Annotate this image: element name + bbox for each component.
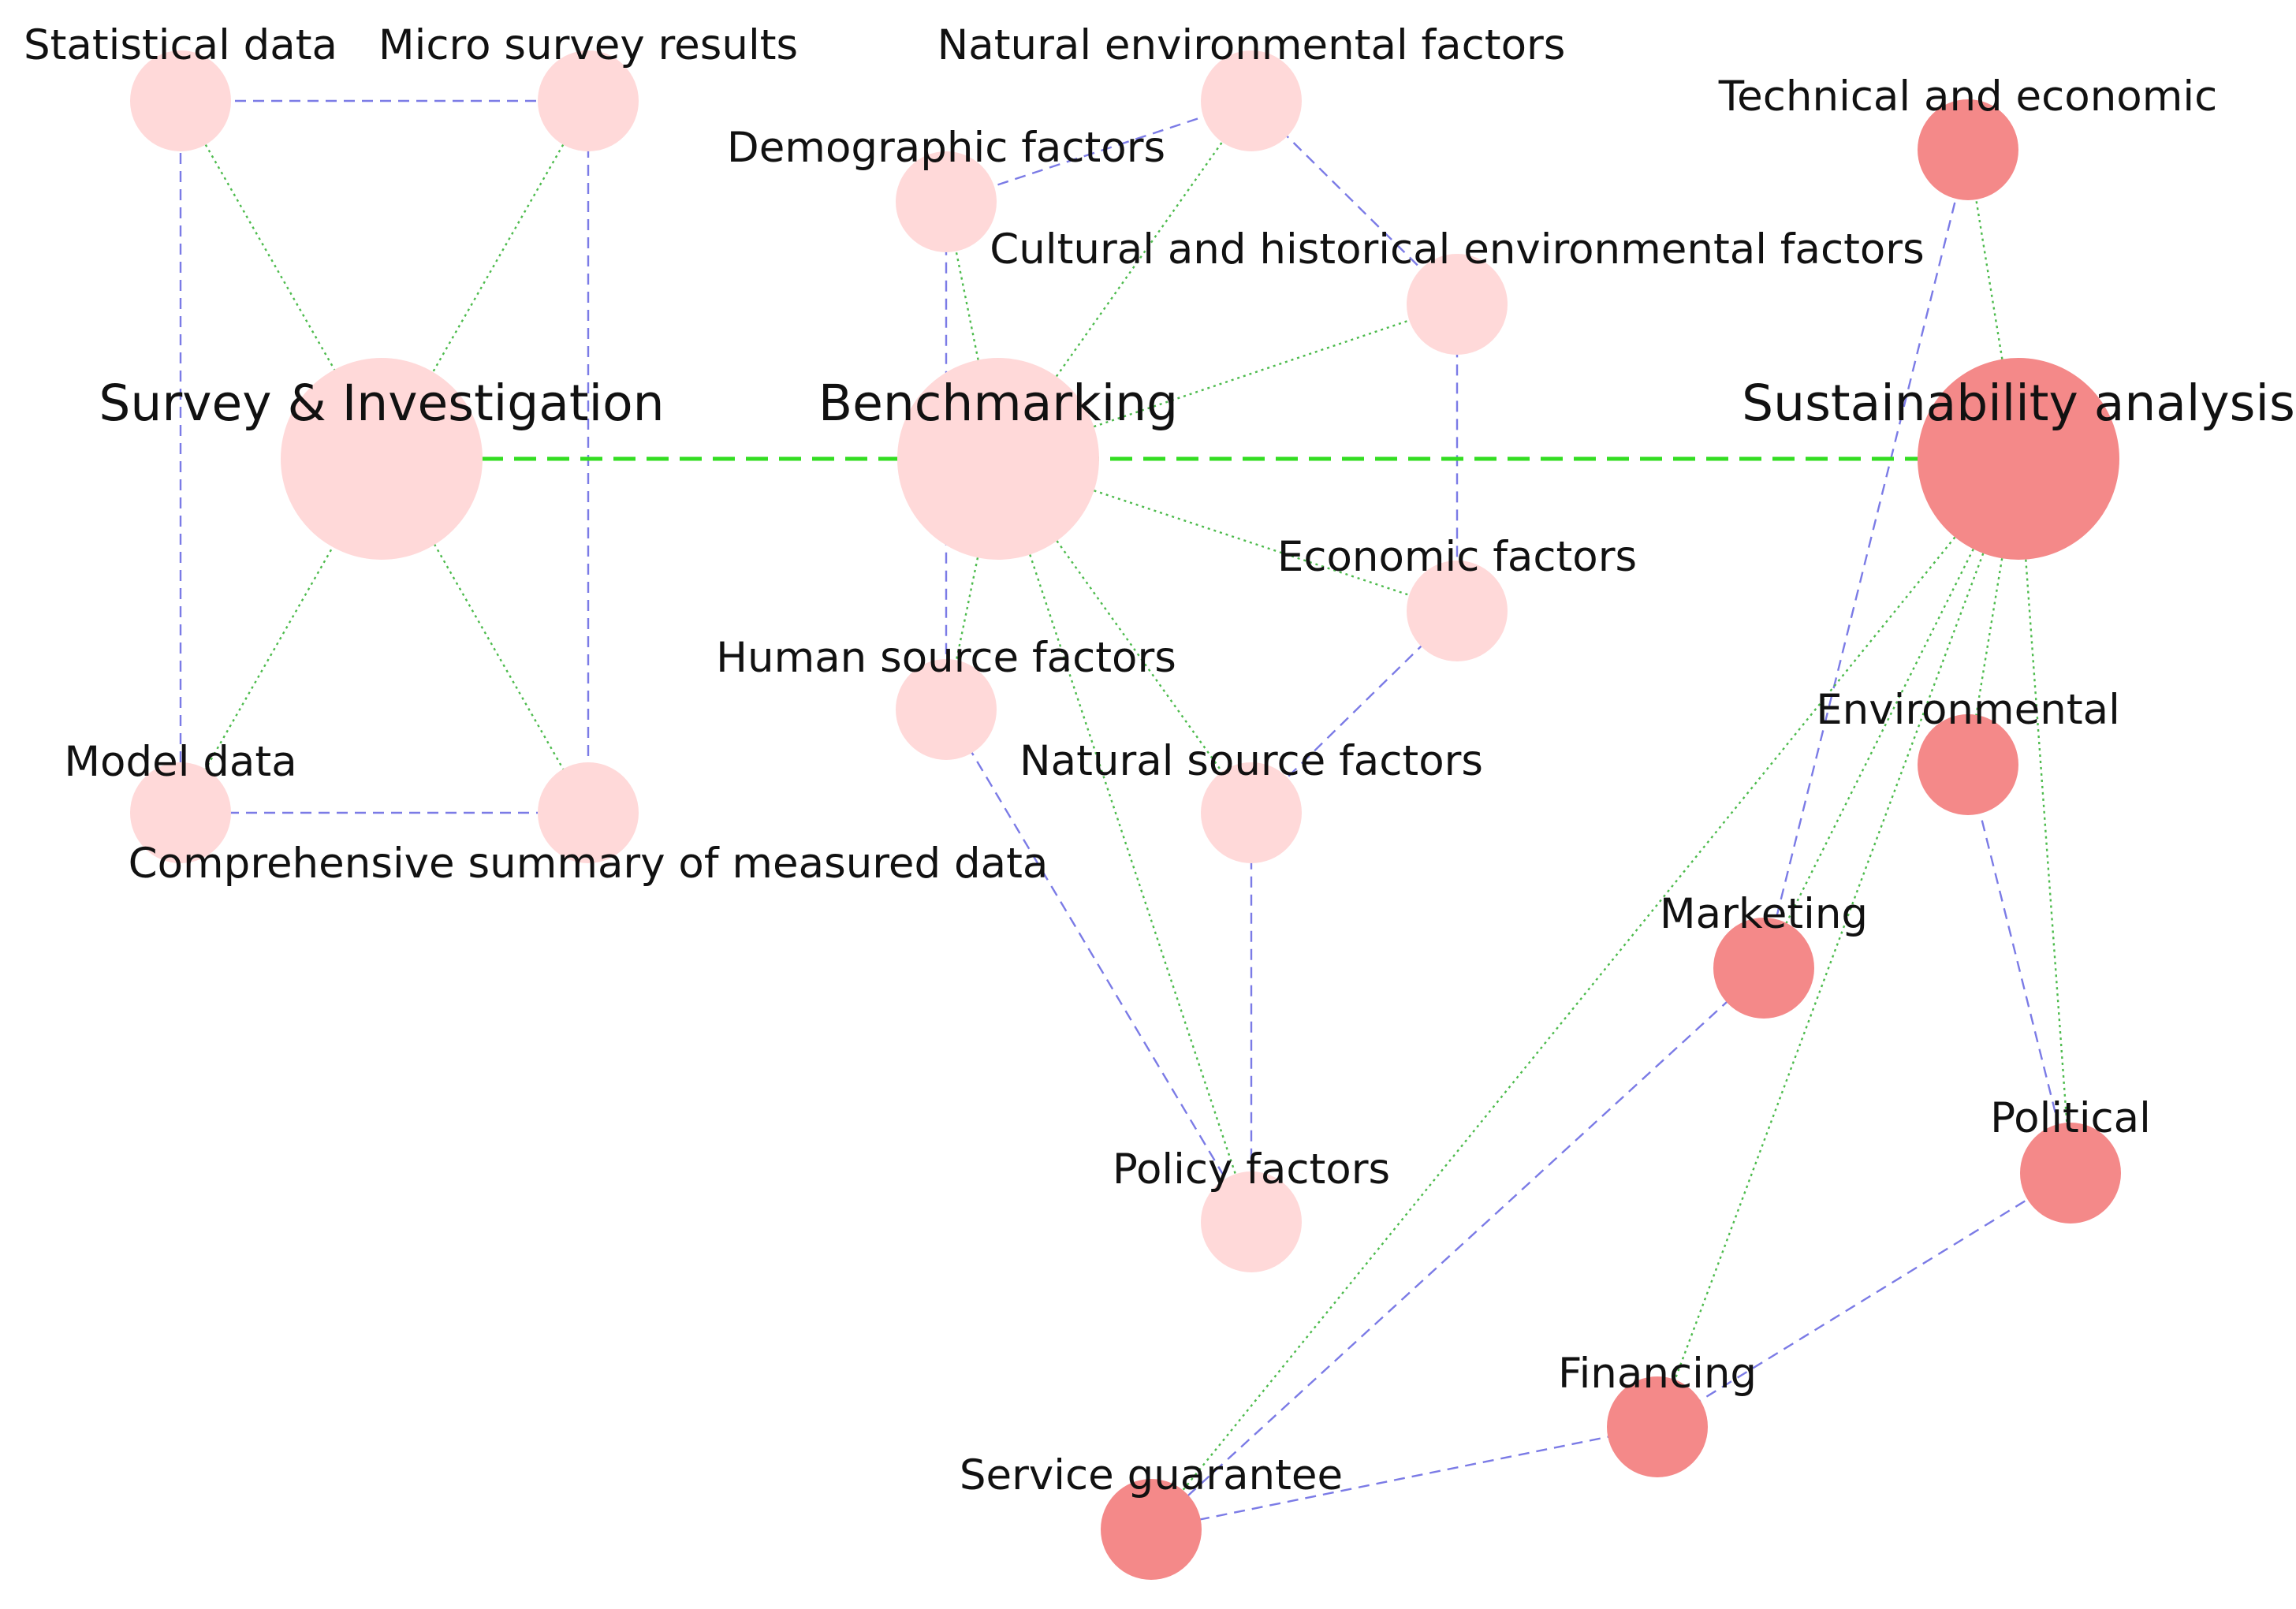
- technical-node: [1918, 99, 2018, 200]
- model-data-label: Model data: [64, 738, 296, 786]
- edge-bench-economic: [997, 457, 1458, 613]
- micro-survey-label: Micro survey results: [378, 21, 798, 69]
- survey-node: [281, 358, 483, 560]
- benchmarking-node: [897, 358, 1099, 560]
- micro-survey-node: [538, 50, 639, 151]
- nodes-layer: [130, 50, 2121, 1580]
- economic-node: [1407, 561, 1508, 661]
- edge-sus-political: [2017, 458, 2072, 1174]
- edge-bench-human: [945, 458, 1000, 710]
- cultural-label: Cultural and historical environmental fa…: [990, 225, 1924, 274]
- natural-env-node: [1201, 50, 1302, 151]
- environmental-label: Environmental: [1816, 686, 2120, 734]
- natural-env-label: Natural environmental factors: [937, 21, 1566, 69]
- policy-node: [1201, 1171, 1302, 1272]
- policy-label: Policy factors: [1113, 1145, 1390, 1194]
- edges-layer: [179, 99, 2072, 1532]
- human-source-label: Human source factors: [716, 634, 1176, 682]
- economic-label: Economic factors: [1277, 533, 1637, 581]
- demographic-node: [896, 151, 997, 252]
- service-node: [1101, 1479, 1202, 1580]
- technical-label: Technical and economic: [1718, 73, 2217, 121]
- edge-sus-financing: [1656, 458, 2020, 1428]
- statistical-label: Statistical data: [24, 21, 337, 69]
- survey-boundary-edge: [179, 99, 590, 814]
- sustainability-node: [1918, 358, 2119, 560]
- natural-source-node: [1201, 762, 1302, 863]
- survey-label: Survey & Investigation: [99, 374, 664, 432]
- service-label: Service guarantee: [960, 1451, 1343, 1499]
- cultural-node: [1407, 254, 1508, 355]
- statistical-node: [130, 50, 231, 151]
- sustainability-label: Sustainability analysis: [1742, 374, 2295, 432]
- edge-bench-policy: [997, 458, 1253, 1223]
- environmental-node: [1918, 714, 2018, 815]
- sustainability-chain-edge: [1148, 149, 2072, 1532]
- benchmarking-label: Benchmarking: [818, 374, 1178, 432]
- model-data-node: [130, 762, 231, 863]
- comprehensive-node: [538, 762, 639, 863]
- edge-sus-service: [1150, 458, 2019, 1530]
- demographic-label: Demographic factors: [727, 124, 1165, 172]
- political-label: Political: [1990, 1094, 2151, 1142]
- labels-layer: Survey & Investigation Statistical data …: [24, 21, 2295, 1499]
- human-source-node: [896, 659, 997, 760]
- political-node: [2020, 1123, 2121, 1224]
- comprehensive-label: Comprehensive summary of measured data: [129, 840, 1049, 888]
- financing-label: Financing: [1558, 1350, 1757, 1398]
- marketing-label: Marketing: [1660, 890, 1868, 938]
- natural-source-label: Natural source factors: [1019, 737, 1483, 785]
- financing-node: [1607, 1376, 1708, 1477]
- marketing-node: [1713, 918, 1814, 1019]
